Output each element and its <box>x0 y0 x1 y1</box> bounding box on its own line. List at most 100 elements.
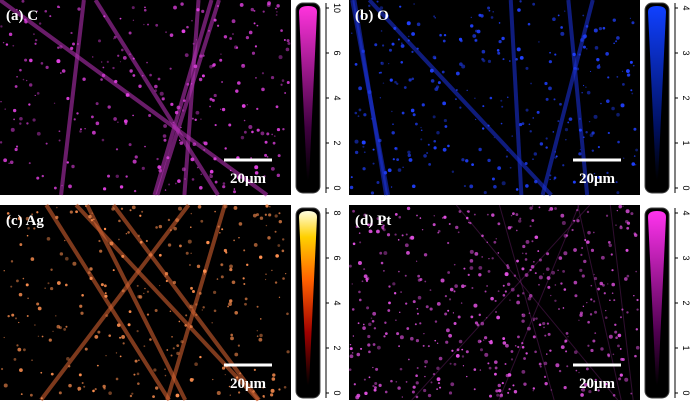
speckle <box>616 210 618 212</box>
speckle <box>565 350 568 353</box>
fiber <box>577 204 622 401</box>
speckle <box>77 43 79 45</box>
speckle <box>113 117 117 121</box>
speckle <box>544 81 548 86</box>
speckle <box>502 58 505 61</box>
speckle <box>571 228 574 232</box>
speckle <box>59 252 64 256</box>
speckle <box>472 34 477 38</box>
speckle <box>568 117 573 121</box>
speckle <box>357 260 362 265</box>
speckle <box>582 45 586 49</box>
speckle <box>144 287 146 290</box>
speckle <box>411 390 415 394</box>
speckle <box>264 278 267 281</box>
speckle <box>37 306 42 311</box>
speckle <box>393 292 397 295</box>
speckle <box>369 222 373 226</box>
speckle <box>614 330 618 334</box>
speckle <box>473 213 476 216</box>
speckle <box>78 389 80 391</box>
speckle <box>154 84 158 89</box>
speckle <box>286 312 289 316</box>
speckle <box>592 339 596 343</box>
speckle <box>233 188 236 190</box>
speckle <box>542 273 545 275</box>
speckle <box>523 382 527 386</box>
speckle <box>379 97 381 99</box>
speckle <box>549 349 552 352</box>
speckle <box>203 148 206 151</box>
speckle <box>29 58 33 63</box>
speckle <box>631 21 635 25</box>
speckle <box>18 321 20 324</box>
speckle <box>584 238 587 241</box>
speckle <box>613 299 616 302</box>
speckle <box>621 70 624 72</box>
speckle <box>497 383 501 388</box>
speckle <box>172 347 175 350</box>
speckle <box>277 154 281 158</box>
speckle <box>411 77 415 81</box>
speckle <box>600 255 605 260</box>
speckle <box>366 306 370 310</box>
speckle <box>96 364 99 367</box>
speckle <box>589 133 594 138</box>
speckle <box>159 284 161 287</box>
speckle <box>53 186 57 190</box>
speckle <box>221 366 226 370</box>
speckle <box>120 207 124 210</box>
speckle <box>221 228 224 231</box>
speckle <box>114 79 118 84</box>
speckle <box>273 135 276 137</box>
panel-label: (a) C <box>6 8 38 24</box>
speckle <box>416 214 418 217</box>
speckle <box>352 209 355 213</box>
speckle <box>148 113 152 117</box>
speckle <box>518 219 522 223</box>
speckle <box>597 145 600 149</box>
speckle <box>382 82 385 84</box>
speckle <box>424 359 428 364</box>
speckle <box>531 219 535 222</box>
speckle <box>190 252 192 255</box>
speckle <box>34 38 38 42</box>
fiber <box>182 0 201 196</box>
speckle <box>619 348 622 350</box>
speckle <box>583 382 588 387</box>
speckle <box>127 231 130 234</box>
speckle <box>538 41 540 43</box>
speckle <box>274 230 277 233</box>
speckle <box>145 239 148 243</box>
speckle <box>161 97 165 101</box>
speckle <box>626 226 630 230</box>
speckle <box>158 168 163 173</box>
speckle <box>170 354 173 357</box>
speckle <box>617 140 620 144</box>
speckle <box>538 258 542 262</box>
speckle <box>454 284 458 288</box>
speckle <box>415 339 420 343</box>
speckle <box>427 393 432 398</box>
speckle <box>573 350 578 354</box>
speckle <box>190 157 195 162</box>
speckle <box>590 298 593 301</box>
speckle <box>458 210 462 213</box>
speckle <box>476 323 480 327</box>
speckle <box>532 387 536 390</box>
speckle <box>626 73 631 77</box>
speckle <box>433 146 437 150</box>
speckle <box>265 224 268 227</box>
speckle <box>0 101 2 103</box>
speckle <box>79 304 83 308</box>
speckle <box>620 103 625 108</box>
speckle <box>495 311 498 314</box>
speckle <box>287 41 291 45</box>
speckle <box>107 174 111 178</box>
speckle <box>351 308 355 311</box>
speckle <box>532 319 535 322</box>
speckle <box>363 274 368 279</box>
speckle <box>122 342 125 345</box>
speckle <box>119 336 122 339</box>
speckle <box>52 330 54 332</box>
